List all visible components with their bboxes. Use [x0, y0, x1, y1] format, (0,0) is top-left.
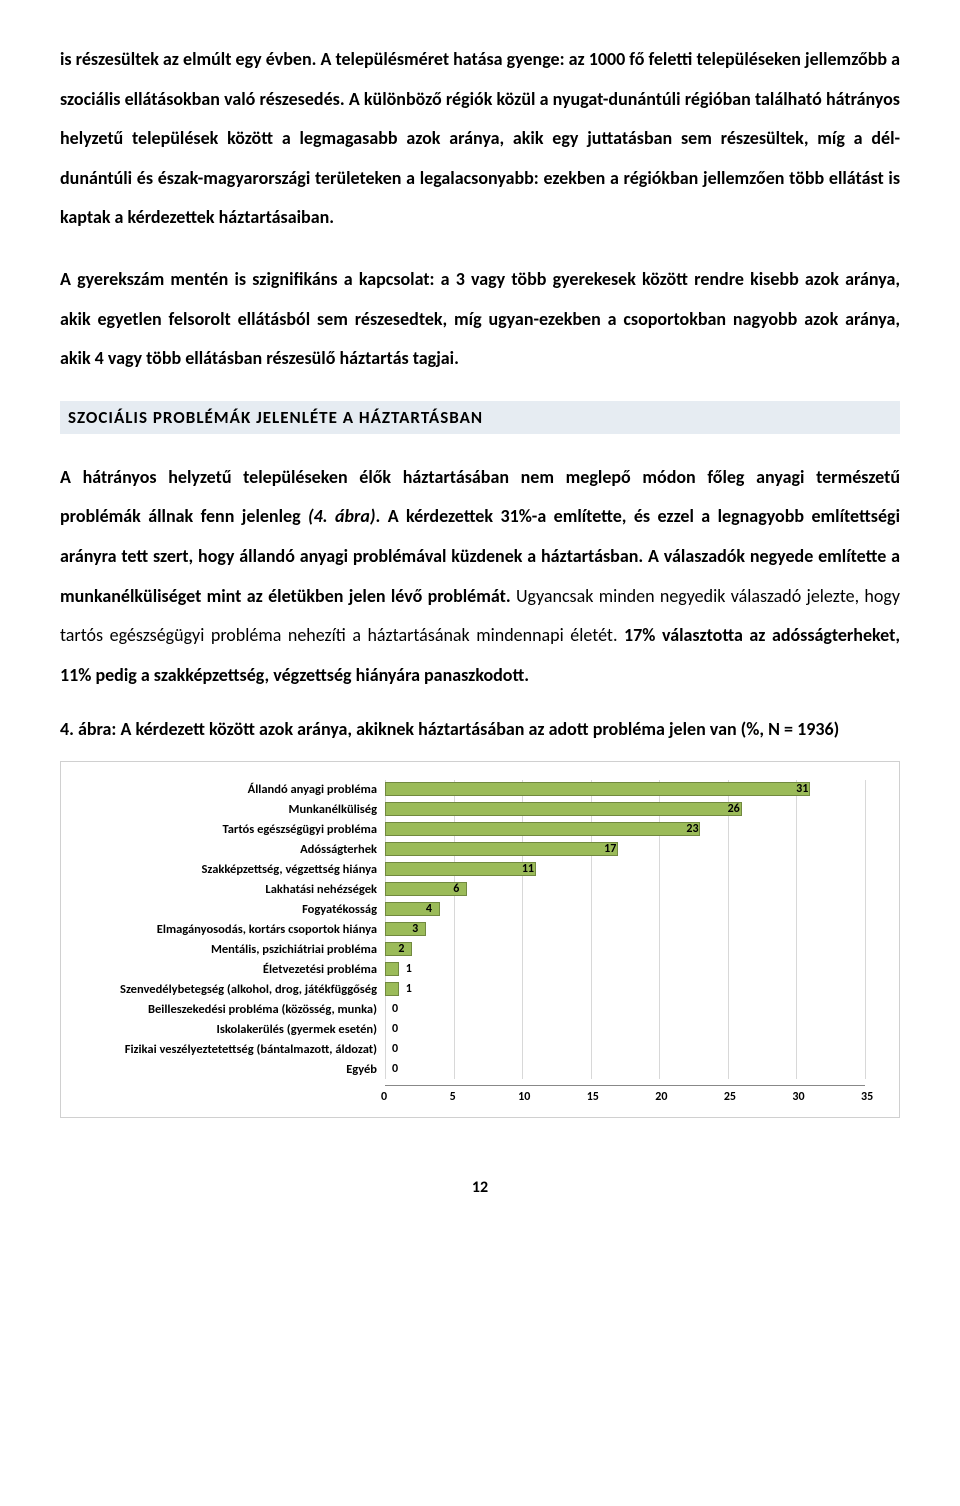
chart-bar-value: 4 — [426, 902, 432, 916]
chart-title: 4. ábra: A kérdezett között azok aránya,… — [60, 717, 900, 742]
chart-row: Adósságterhek 17 — [75, 840, 885, 859]
chart-rows: Állandó anyagi probléma31Munkanélküliség… — [75, 780, 885, 1079]
chart-x-tick: 35 — [861, 1090, 873, 1104]
chart-plot: Állandó anyagi probléma31Munkanélküliség… — [75, 780, 885, 1079]
chart-x-tick: 0 — [381, 1090, 387, 1104]
chart-bar — [385, 962, 399, 976]
chart-bar-value: 1 — [406, 962, 412, 976]
chart-bar — [385, 822, 700, 836]
chart-bar-value: 26 — [728, 802, 740, 816]
chart-bar-area: 3 — [385, 920, 865, 939]
chart-row: Életvezetési probléma 1 — [75, 960, 885, 979]
paragraph-2: A gyerekszám mentén is szignifikáns a ka… — [60, 260, 900, 379]
chart-row: Tartós egészségügyi probléma 23 — [75, 820, 885, 839]
chart-bar-label: Állandó anyagi probléma — [75, 782, 385, 797]
chart-x-tick: 5 — [450, 1090, 456, 1104]
chart-x-tick: 30 — [792, 1090, 804, 1104]
section-heading: SZOCIÁLIS PROBLÉMÁK JELENLÉTE A HÁZTARTÁ… — [60, 401, 900, 434]
chart-bar-value: 0 — [392, 1062, 398, 1076]
chart-x-tick: 25 — [724, 1090, 736, 1104]
chart-bar-area: 0 — [385, 1020, 865, 1039]
chart-bar-label: Munkanélküliség — [75, 802, 385, 817]
chart-x-axis: 05101520253035 — [385, 1085, 865, 1103]
chart-bar-area: 0 — [385, 1060, 865, 1079]
chart-row: Mentális, pszichiátriai probléma 2 — [75, 940, 885, 959]
chart-bar-label: Szakképzettség, végzettség hiánya — [75, 862, 385, 877]
chart-bar — [385, 842, 618, 856]
chart-bar-value: 1 — [406, 982, 412, 996]
chart-bar-value: 17 — [604, 842, 616, 856]
chart-x-tick: 20 — [655, 1090, 667, 1104]
chart-container: Állandó anyagi probléma31Munkanélküliség… — [60, 761, 900, 1118]
chart-bar-label: Iskolakerülés (gyermek esetén) — [75, 1022, 385, 1037]
chart-bar-area: 0 — [385, 1000, 865, 1019]
chart-bar-label: Egyéb — [75, 1062, 385, 1077]
chart-bar-value: 11 — [522, 862, 534, 876]
chart-bar-area: 0 — [385, 1040, 865, 1059]
chart-bar-value: 31 — [796, 782, 808, 796]
chart-bar-area: 26 — [385, 800, 865, 819]
chart-bar-value: 0 — [392, 1022, 398, 1036]
chart-bar-area: 6 — [385, 880, 865, 899]
paragraph-3: A hátrányos helyzetű településeken élők … — [60, 458, 900, 696]
chart-row: Beilleszekedési probléma (közösség, munk… — [75, 1000, 885, 1019]
chart-bar — [385, 922, 426, 936]
chart-bar-area: 31 — [385, 780, 865, 799]
chart-bar-area: 2 — [385, 940, 865, 959]
chart-row: Egyéb 0 — [75, 1060, 885, 1079]
chart-bar — [385, 802, 742, 816]
chart-bar-value: 23 — [686, 822, 698, 836]
chart-bar-label: Szenvedélybetegség (alkohol, drog, játék… — [75, 982, 385, 997]
chart-bar — [385, 782, 810, 796]
chart-bar-value: 6 — [453, 882, 459, 896]
chart-row: Szakképzettség, végzettség hiánya 11 — [75, 860, 885, 879]
paragraph-1: is részesültek az elmúlt egy évben. A te… — [60, 40, 900, 238]
chart-bar-area: 4 — [385, 900, 865, 919]
chart-bar-label: Lakhatási nehézségek — [75, 882, 385, 897]
chart-bar-value: 3 — [412, 922, 418, 936]
chart-bar-label: Fogyatékosság — [75, 902, 385, 917]
chart-x-tick: 15 — [587, 1090, 599, 1104]
chart-bar-area: 17 — [385, 840, 865, 859]
chart-bar-area: 23 — [385, 820, 865, 839]
chart-bar-area: 1 — [385, 980, 865, 999]
chart-row: Munkanélküliség 26 — [75, 800, 885, 819]
chart-bar-value: 2 — [398, 942, 404, 956]
chart-row: Állandó anyagi probléma 31 — [75, 780, 885, 799]
page-number: 12 — [60, 1178, 900, 1197]
chart-bar-area: 11 — [385, 860, 865, 879]
chart-bar-value: 0 — [392, 1002, 398, 1016]
chart-x-tick: 10 — [518, 1090, 530, 1104]
chart-bar-label: Elmagányosodás, kortárs csoportok hiánya — [75, 922, 385, 937]
chart-row: Fogyatékosság 4 — [75, 900, 885, 919]
chart-bar-label: Életvezetési probléma — [75, 962, 385, 977]
chart-row: Fizikai veszélyeztetettség (bántalmazott… — [75, 1040, 885, 1059]
chart-row: Elmagányosodás, kortárs csoportok hiánya… — [75, 920, 885, 939]
p3-span-italic: (4. ábra) — [308, 505, 375, 527]
chart-bar — [385, 982, 399, 996]
chart-bar-label: Fizikai veszélyeztetettség (bántalmazott… — [75, 1042, 385, 1057]
chart-bar-label: Tartós egészségügyi probléma — [75, 822, 385, 837]
chart-row: Szenvedélybetegség (alkohol, drog, játék… — [75, 980, 885, 999]
chart-row: Lakhatási nehézségek 6 — [75, 880, 885, 899]
chart-bar — [385, 862, 536, 876]
chart-bar-area: 1 — [385, 960, 865, 979]
chart-bar-label: Beilleszekedési probléma (közösség, munk… — [75, 1002, 385, 1017]
chart-bar-label: Mentális, pszichiátriai probléma — [75, 942, 385, 957]
chart-bar-label: Adósságterhek — [75, 842, 385, 857]
chart-bar-value: 0 — [392, 1042, 398, 1056]
chart-row: Iskolakerülés (gyermek esetén) 0 — [75, 1020, 885, 1039]
